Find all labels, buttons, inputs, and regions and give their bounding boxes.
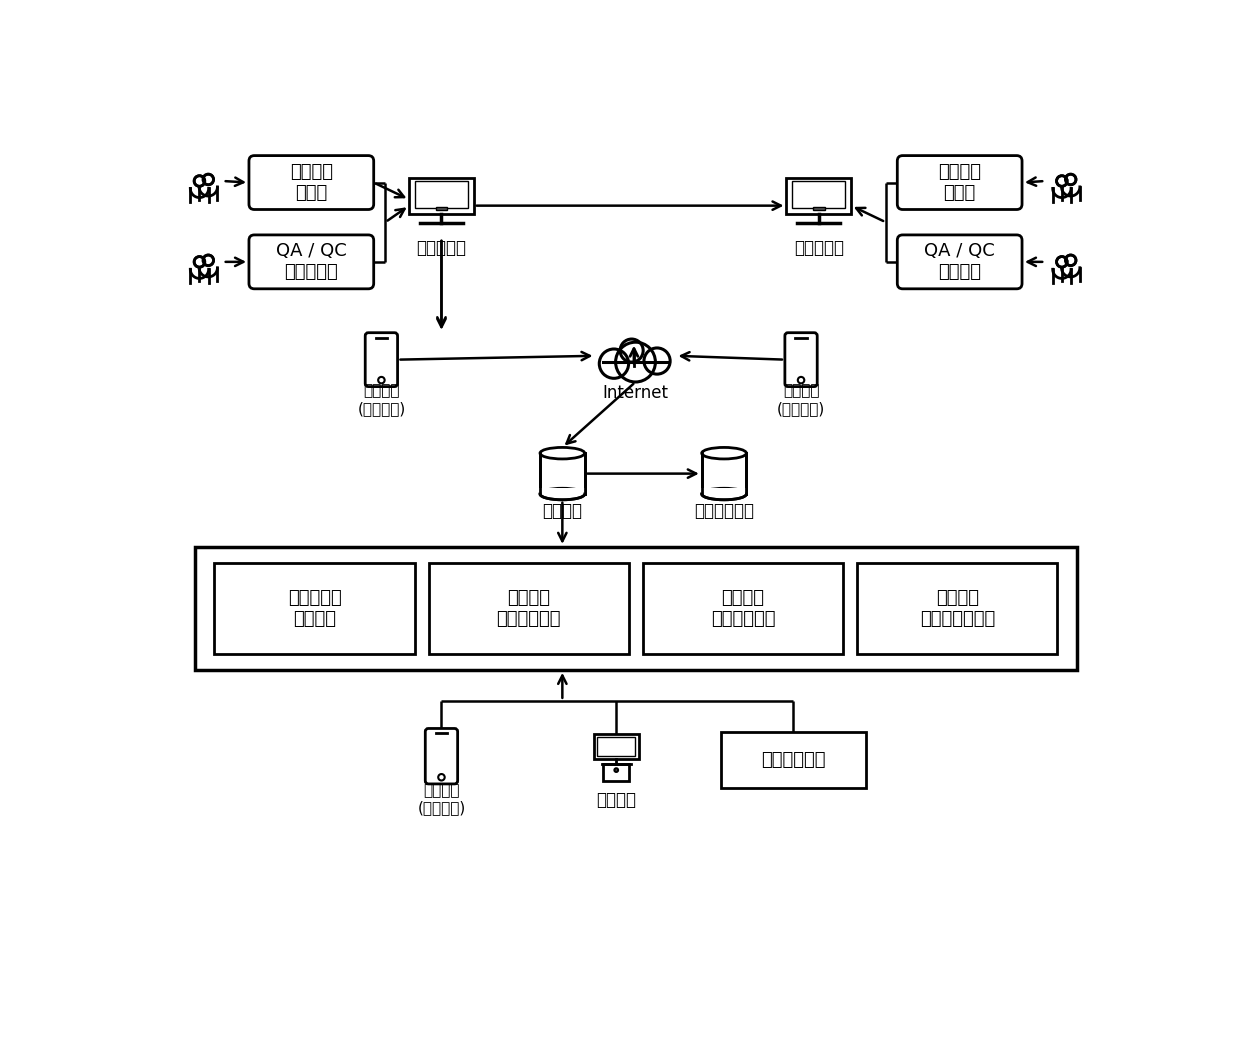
Ellipse shape (702, 488, 746, 500)
Bar (813, 207, 825, 210)
Text: 数据库服务器: 数据库服务器 (694, 501, 754, 520)
Circle shape (614, 769, 618, 772)
Bar (599, 362, 672, 378)
Polygon shape (1053, 269, 1071, 284)
Polygon shape (190, 188, 208, 203)
Text: 采集服务器: 采集服务器 (794, 239, 843, 257)
FancyBboxPatch shape (785, 333, 817, 387)
Circle shape (203, 174, 213, 185)
Text: 工作终端: 工作终端 (596, 791, 636, 809)
Bar (720, 732, 866, 787)
Text: 生产数据
采集器: 生产数据 采集器 (939, 163, 981, 202)
Bar (415, 181, 467, 208)
Circle shape (1056, 176, 1068, 186)
Bar (792, 181, 846, 208)
Polygon shape (1061, 187, 1080, 202)
Text: 云服务器: 云服务器 (542, 501, 583, 520)
Text: 采集服务器: 采集服务器 (417, 239, 466, 257)
Text: 移动终端
(数据采集): 移动终端 (数据采集) (777, 384, 825, 416)
Bar (701, 488, 748, 494)
Text: QA / QC
数据采集: QA / QC 数据采集 (924, 242, 994, 281)
Bar (541, 453, 585, 494)
Text: 生产数据
统计分析服务: 生产数据 统计分析服务 (711, 589, 775, 628)
Bar (702, 453, 746, 494)
Circle shape (615, 342, 656, 382)
Circle shape (1065, 255, 1076, 265)
Ellipse shape (539, 488, 585, 500)
Bar (215, 563, 414, 654)
Bar (594, 734, 639, 759)
Text: 车间大型看板: 车间大型看板 (761, 751, 826, 769)
Polygon shape (200, 267, 217, 282)
Circle shape (203, 255, 213, 265)
Bar (786, 178, 852, 214)
Text: Internet: Internet (603, 384, 668, 401)
Text: 生产数据
可视化看板服务: 生产数据 可视化看板服务 (920, 589, 994, 628)
FancyBboxPatch shape (249, 235, 373, 289)
Circle shape (599, 349, 629, 379)
Polygon shape (190, 269, 208, 284)
Bar (857, 563, 1058, 654)
FancyBboxPatch shape (249, 156, 373, 209)
FancyBboxPatch shape (898, 235, 1022, 289)
Circle shape (620, 339, 644, 362)
Bar (603, 764, 630, 781)
Text: 采集数据
校验存贮服务: 采集数据 校验存贮服务 (496, 589, 560, 628)
FancyBboxPatch shape (898, 156, 1022, 209)
Bar (539, 488, 585, 494)
Bar (195, 547, 1076, 670)
Bar (429, 563, 629, 654)
FancyBboxPatch shape (366, 333, 398, 387)
Bar (642, 563, 843, 654)
Text: QA / QC
数据采集器: QA / QC 数据采集器 (277, 242, 347, 281)
Polygon shape (1061, 267, 1080, 282)
Text: 移动终端
(查询统计): 移动终端 (查询统计) (418, 783, 465, 815)
Circle shape (195, 257, 205, 267)
Ellipse shape (539, 447, 585, 459)
Text: 移动终端
(数据采集): 移动终端 (数据采集) (357, 384, 405, 416)
Bar (409, 178, 474, 214)
Text: 唯一识别码
生成服务: 唯一识别码 生成服务 (288, 589, 341, 628)
Bar (435, 207, 448, 210)
Polygon shape (1053, 188, 1071, 203)
Ellipse shape (702, 447, 746, 459)
Bar (598, 737, 635, 756)
Text: 生产数据
采集器: 生产数据 采集器 (290, 163, 332, 202)
FancyBboxPatch shape (425, 728, 458, 784)
Circle shape (1056, 257, 1068, 267)
Circle shape (644, 348, 670, 374)
Polygon shape (200, 187, 217, 202)
Circle shape (1065, 174, 1076, 185)
Circle shape (195, 176, 205, 186)
